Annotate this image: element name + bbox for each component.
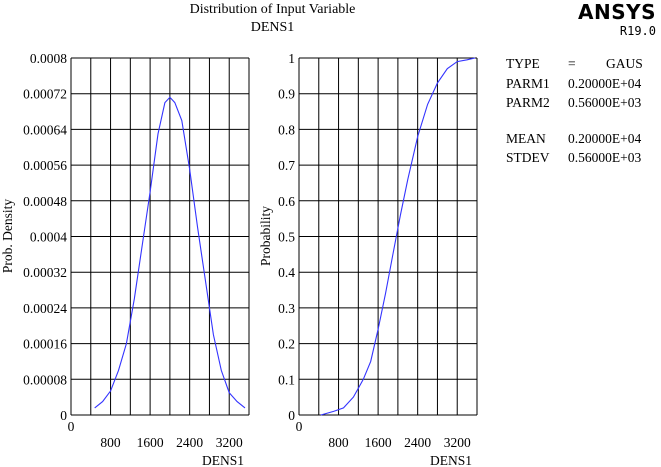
pdf-y-axis-label: Prob. Density [0, 199, 15, 274]
pdf-x-axis-label: DENS1 [202, 453, 244, 467]
cdf-y-tick-label: 0.1 [278, 372, 295, 387]
cdf-x-tick-label: 2400 [404, 435, 431, 450]
cdf-y-tick-label: 0.7 [278, 158, 295, 173]
cdf-curve-line [320, 57, 476, 416]
pdf-y-tick-label: 0.0004 [30, 230, 67, 245]
cdf-x-axis-label: DENS1 [430, 453, 472, 467]
mean-label: MEAN [506, 131, 546, 146]
legend-stdev-row: STDEV 0.56000E+03 [506, 150, 641, 166]
type-value: GAUS [606, 56, 643, 71]
pdf-y-tick-label: 0.0008 [30, 51, 67, 66]
cdf-y-tick-label: 1 [288, 51, 295, 66]
type-label: TYPE [506, 56, 540, 71]
pdf-x-tick-label: 1600 [137, 435, 164, 450]
cdf-x-tick-label: 3200 [444, 435, 471, 450]
pdf-y-tick-label: 0.00072 [23, 87, 67, 102]
pdf-y-tick-label: 0.00024 [23, 301, 67, 316]
cdf-x-tick-label: 0 [296, 419, 303, 434]
pdf-x-tick-label: 800 [100, 435, 121, 450]
pdf-curve-line [94, 96, 246, 409]
stdev-label: STDEV [506, 150, 550, 165]
parm2-value: 0.56000E+03 [568, 95, 642, 110]
pdf-y-tick-label: 0.00064 [23, 122, 67, 137]
pdf-x-tick-label: 2400 [176, 435, 203, 450]
cdf-y-tick-label: 0.3 [278, 301, 295, 316]
cdf-y-tick-label: 0.6 [278, 194, 295, 209]
version-label: R19.0 [619, 24, 656, 38]
pdf-y-tick-label: 0.00032 [23, 265, 67, 280]
pdf-y-tick-label: 0 [60, 408, 67, 423]
stdev-value: 0.56000E+03 [568, 150, 642, 165]
pdf-x-tick-label: 0 [68, 419, 75, 434]
parm1-label: PARM1 [506, 76, 550, 91]
cdf-y-axis-label: Probability [258, 206, 273, 266]
mean-value: 0.20000E+04 [568, 131, 642, 146]
pdf-y-tick-label: 0.00008 [23, 372, 67, 387]
cdf-x-tick-label: 800 [328, 435, 349, 450]
cdf-y-tick-label: 0.2 [278, 337, 295, 352]
cdf-y-tick-label: 0.5 [278, 230, 295, 245]
parm2-label: PARM2 [506, 95, 550, 110]
pdf-y-tick-label: 0.00048 [23, 194, 67, 209]
logo-name: ANSYS [577, 0, 656, 24]
cdf-y-tick-label: 0 [288, 408, 295, 423]
chart-subtitle: DENS1 [250, 20, 295, 35]
cdf-y-tick-label: 0.4 [278, 265, 295, 280]
legend-parm1-row: PARM1 0.20000E+04 [506, 76, 641, 92]
pdf-y-tick-label: 0.00016 [23, 337, 67, 352]
cdf-y-tick-label: 0.8 [278, 122, 295, 137]
type-equals: = [568, 56, 576, 71]
legend-type-row: TYPE = GAUS [506, 56, 643, 72]
legend-parm2-row: PARM2 0.56000E+03 [506, 95, 641, 111]
legend-mean-row: MEAN 0.20000E+04 [506, 131, 641, 147]
cdf-x-tick-label: 1600 [365, 435, 392, 450]
pdf-x-tick-label: 3200 [216, 435, 243, 450]
chart-title: Distribution of Input Variable [189, 2, 356, 17]
cdf-y-tick-label: 0.9 [278, 87, 295, 102]
parm1-value: 0.20000E+04 [568, 76, 642, 91]
pdf-y-tick-label: 0.00056 [23, 158, 67, 173]
